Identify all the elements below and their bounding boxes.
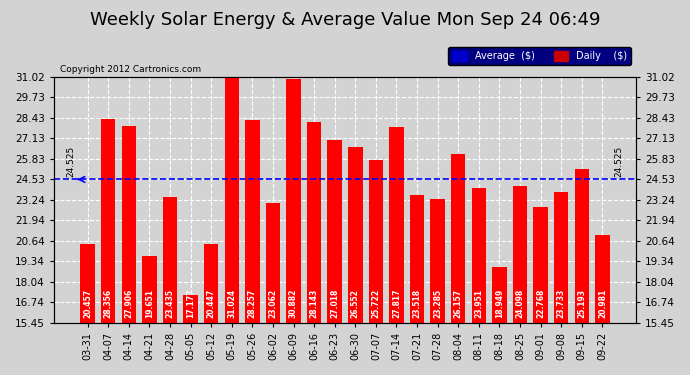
Bar [101,119,115,375]
Text: 23.435: 23.435 [166,289,175,318]
Text: 20.447: 20.447 [206,289,216,318]
Text: Weekly Solar Energy & Average Value Mon Sep 24 06:49: Weekly Solar Energy & Average Value Mon … [90,11,600,29]
Bar [595,236,610,375]
Text: 20.457: 20.457 [83,289,92,318]
Bar [307,122,322,375]
Text: 28.143: 28.143 [310,289,319,318]
Bar [328,140,342,375]
Bar [245,120,259,375]
Text: 26.157: 26.157 [454,289,463,318]
Bar [451,154,466,375]
Bar [286,79,301,375]
Bar [492,267,506,375]
Bar [513,186,527,375]
Text: 30.882: 30.882 [289,289,298,318]
Bar [80,244,95,375]
Bar [533,207,548,375]
Bar [410,195,424,375]
Text: 19.651: 19.651 [145,289,154,318]
Text: 28.257: 28.257 [248,289,257,318]
Bar [472,189,486,375]
Bar [163,196,177,375]
Bar [204,244,218,375]
Legend: Average  ($), Daily    ($): Average ($), Daily ($) [448,47,631,65]
Text: 23.518: 23.518 [413,289,422,318]
Text: 27.817: 27.817 [392,288,401,318]
Text: 27.906: 27.906 [124,289,133,318]
Text: 22.768: 22.768 [536,289,545,318]
Text: 26.552: 26.552 [351,289,359,318]
Text: Copyright 2012 Cartronics.com: Copyright 2012 Cartronics.com [60,65,201,74]
Bar [121,126,136,375]
Bar [348,147,362,375]
Text: 25.193: 25.193 [578,289,586,318]
Text: 27.018: 27.018 [331,289,339,318]
Bar [368,160,383,375]
Text: 31.024: 31.024 [227,289,236,318]
Text: 18.949: 18.949 [495,289,504,318]
Text: 23.733: 23.733 [557,289,566,318]
Text: 24.525: 24.525 [615,146,624,177]
Text: 24.525: 24.525 [66,146,75,177]
Bar [554,192,569,375]
Bar [389,128,404,375]
Text: 24.098: 24.098 [515,289,524,318]
Bar [224,77,239,375]
Bar [142,256,157,375]
Text: 23.062: 23.062 [268,289,277,318]
Bar [431,199,445,375]
Text: 25.722: 25.722 [371,289,380,318]
Bar [575,169,589,375]
Text: 17.177: 17.177 [186,288,195,318]
Text: 20.981: 20.981 [598,289,607,318]
Bar [266,202,280,375]
Bar [184,296,198,375]
Text: 23.951: 23.951 [474,289,484,318]
Text: 28.356: 28.356 [104,289,112,318]
Text: 23.285: 23.285 [433,289,442,318]
